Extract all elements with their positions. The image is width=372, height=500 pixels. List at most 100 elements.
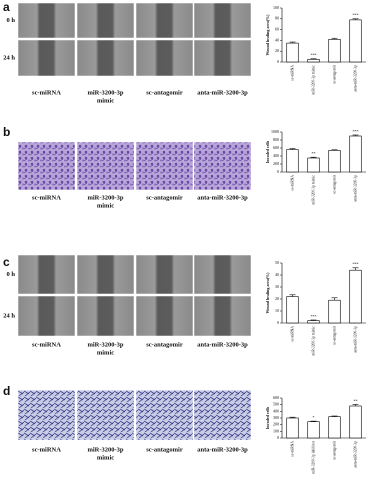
micrograph [135, 254, 194, 295]
micrograph [135, 141, 194, 191]
column-label: miR-3200-3p [87, 89, 123, 96]
bar [286, 417, 299, 439]
x-tick-label: miR-3200-3p mimic [311, 65, 315, 95]
x-tick-label: sc-miRNA [290, 441, 294, 457]
x-tick-label: sc-antagomir [332, 174, 336, 194]
y-tick-label: 100 [273, 428, 279, 433]
y-tick-label: 40 [275, 37, 279, 42]
column-label: mimic [97, 349, 114, 356]
bar [349, 19, 362, 63]
micrograph [17, 2, 76, 39]
significance: * [313, 415, 315, 420]
micrograph [193, 39, 252, 77]
bar [307, 58, 320, 63]
micrograph [76, 254, 135, 295]
y-axis-label: Invaded cells [265, 406, 270, 429]
y-tick-label: 0 [277, 320, 279, 325]
bar [328, 150, 341, 173]
micrograph [17, 295, 76, 337]
column-label: sc-antagomir [146, 89, 183, 96]
bar [328, 39, 341, 63]
column-label: miR-3200-3p [87, 194, 123, 201]
error-bar [289, 416, 296, 418]
x-tick-label: anta-miR-3200-3p [353, 65, 357, 92]
error-bar [289, 148, 296, 150]
column-label: sc-antagomir [146, 341, 183, 348]
micrograph [193, 141, 252, 191]
error-bar [331, 297, 338, 301]
y-tick-label: 200 [273, 422, 279, 427]
column-label: sc-miRNA [32, 89, 61, 96]
micrograph [193, 254, 252, 295]
error-bar [352, 134, 359, 136]
row-label: 0 h [7, 17, 16, 24]
panel-letter: d [3, 384, 10, 398]
bar [349, 135, 362, 173]
y-tick-label: 60 [275, 27, 279, 32]
column-label: anta-miR-3200-3p [197, 89, 248, 96]
error-bar [289, 41, 296, 44]
panel-letter: c [3, 255, 10, 269]
error-bar [331, 149, 338, 151]
significance: *** [353, 13, 359, 18]
bar [307, 421, 320, 439]
column-label: mimic [97, 97, 114, 104]
micrograph [76, 389, 135, 441]
bar [349, 269, 362, 324]
y-axis-label: Wound healing area(%) [265, 14, 270, 56]
y-tick-label: 80 [275, 16, 279, 21]
y-tick-label: 50 [275, 260, 279, 265]
column-label: mimic [97, 454, 114, 461]
x-tick-label: sc-miRNA [290, 175, 294, 191]
error-bar [310, 58, 317, 60]
column-label: sc-miRNA [32, 341, 61, 348]
column-label: miR-3200-3p [87, 446, 123, 453]
error-bar [331, 37, 338, 40]
x-tick-label: sc-miRNA [290, 326, 294, 342]
y-tick-label: 20 [275, 296, 279, 301]
column-label: anta-miR-3200-3p [197, 446, 248, 453]
panel-letter: b [3, 125, 10, 139]
micrograph [135, 295, 194, 337]
y-tick-label: 10 [275, 308, 279, 313]
column-label: sc-miRNA [32, 446, 61, 453]
error-bar [310, 319, 317, 321]
bar [328, 299, 341, 324]
y-tick-label: 200 [273, 161, 279, 166]
panel-letter: a [3, 0, 10, 14]
micrograph [76, 295, 135, 337]
y-axis-label: Invaded cells [265, 140, 270, 163]
micrograph [193, 389, 252, 441]
error-bar [352, 404, 359, 406]
error-bar [310, 156, 317, 158]
column-label: anta-miR-3200-3p [197, 341, 248, 348]
y-tick-label: 0 [277, 169, 279, 174]
y-tick-label: 0 [277, 59, 279, 64]
micrograph [76, 2, 135, 39]
x-tick-label: miR-3200-3p mimic [311, 326, 315, 356]
y-tick-label: 20 [275, 48, 279, 53]
significance: ** [354, 398, 358, 403]
row-label: 24 h [3, 312, 15, 319]
bar [349, 405, 362, 439]
x-tick-label: anta-miR-3200-3p [353, 441, 357, 468]
column-label: anta-miR-3200-3p [197, 194, 248, 201]
column-label: sc-antagomir [146, 446, 183, 453]
y-tick-label: 800 [273, 137, 279, 142]
micrograph [76, 141, 135, 191]
bar [307, 157, 320, 173]
y-tick-label: 0 [277, 435, 279, 440]
column-label: miR-3200-3p [87, 341, 123, 348]
micrograph [17, 39, 76, 77]
significance: *** [311, 314, 317, 319]
micrograph [17, 389, 76, 441]
significance: *** [353, 262, 359, 267]
x-tick-label: sc-antagomir [332, 64, 336, 84]
micrograph [135, 389, 194, 441]
y-axis-label: Wound healing area(%) [265, 272, 270, 314]
micrograph [17, 141, 76, 191]
error-bar [352, 18, 359, 20]
bar [328, 416, 341, 439]
y-tick-label: 40 [275, 272, 279, 277]
y-tick-label: 400 [273, 408, 279, 413]
